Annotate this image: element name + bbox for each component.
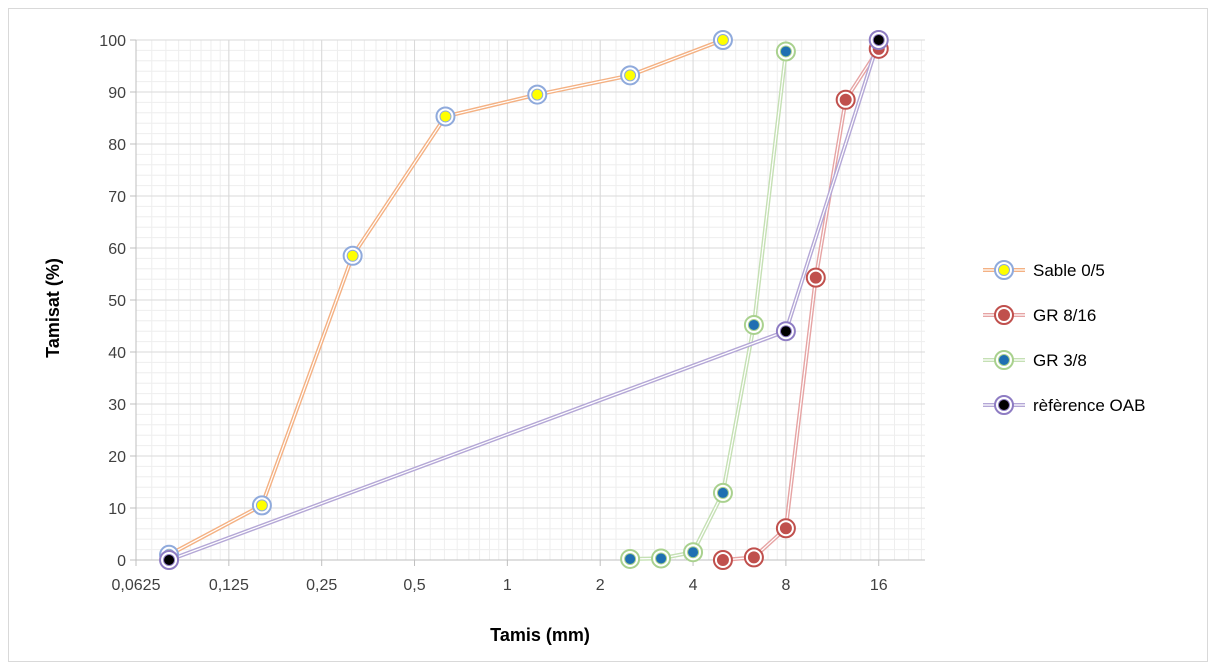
series-line-1-inner [722, 48, 880, 561]
series-markers [159, 30, 889, 570]
y-tick-label: 60 [108, 241, 126, 258]
x-axis-title: Tamis (mm) [490, 625, 590, 645]
legend-label: GR 3/8 [1033, 351, 1087, 370]
series-line-2-inner [630, 51, 787, 560]
x-axis-ticks: 0,0625 0,125 0,25 0,5 1 2 4 8 16 [112, 560, 888, 594]
series-line-2 [630, 51, 788, 561]
y-tick-label: 0 [117, 553, 126, 570]
chart-area: 0,0625 0,125 0,25 0,5 1 2 4 8 16 0 10 20 30 40 50 60 70… [8, 8, 1208, 662]
data-point-core [747, 318, 760, 331]
y-tick-label: 90 [108, 85, 126, 102]
y-tick-label: 80 [108, 137, 126, 154]
data-point-core [624, 552, 637, 565]
y-axis-title: Tamisat (%) [43, 258, 63, 358]
data-point-core [346, 249, 359, 262]
data-point-core [439, 110, 452, 123]
legend-item: Sable 0/5 [983, 260, 1105, 280]
x-tick-label: 0,0625 [112, 577, 161, 594]
data-point-core [779, 325, 792, 338]
major-gridlines [135, 39, 925, 561]
y-tick-label: 40 [108, 345, 126, 362]
x-tick-label: 1 [503, 577, 512, 594]
data-point-core [839, 93, 852, 106]
y-tick-label: 100 [99, 33, 126, 50]
legend-marker-core [998, 354, 1010, 366]
y-tick-label: 50 [108, 293, 126, 310]
legend-marker-core [998, 309, 1010, 321]
legend-label: Sable 0/5 [1033, 261, 1105, 280]
data-point-core [716, 554, 729, 566]
y-tick-label: 20 [108, 449, 126, 466]
data-point-core [779, 522, 792, 535]
legend-marker-core [998, 399, 1010, 411]
y-axis-ticks: 0 10 20 30 40 50 60 70 80 90 100 [99, 33, 136, 570]
data-point-core [531, 88, 544, 101]
line-chart: 0,0625 0,125 0,25 0,5 1 2 4 8 16 0 10 20 30 40 50 60 70… [43, 30, 1145, 645]
data-point-core [779, 45, 792, 58]
x-tick-label: 2 [596, 577, 605, 594]
x-tick-label: 8 [781, 577, 790, 594]
legend-item: rèfèrence OAB [983, 395, 1145, 415]
data-point-core [716, 34, 729, 46]
y-tick-label: 30 [108, 397, 126, 414]
legend-item: GR 8/16 [983, 305, 1096, 325]
legend-marker-core [998, 264, 1010, 276]
x-tick-label: 0,5 [403, 577, 425, 594]
data-point-core [809, 271, 822, 284]
y-tick-label: 10 [108, 501, 126, 518]
x-tick-label: 0,25 [306, 577, 337, 594]
data-point-core [687, 546, 700, 559]
y-tick-label: 70 [108, 189, 126, 206]
data-point-core [624, 69, 637, 82]
x-tick-label: 0,125 [209, 577, 249, 594]
legend-label: rèfèrence OAB [1033, 396, 1145, 415]
data-point-core [872, 34, 885, 46]
data-point-core [255, 499, 268, 512]
data-point-core [716, 486, 729, 499]
x-tick-label: 4 [689, 577, 698, 594]
x-tick-label: 16 [870, 577, 888, 594]
series-line-1 [722, 47, 881, 562]
legend-label: GR 8/16 [1033, 306, 1096, 325]
data-point-core [655, 552, 668, 565]
legend-item: GR 3/8 [983, 350, 1087, 370]
data-point-core [163, 554, 176, 566]
legend: Sable 0/5 GR 8/16 GR 3/8 rèfèrence OAB [983, 260, 1145, 415]
data-point-core [747, 551, 760, 564]
